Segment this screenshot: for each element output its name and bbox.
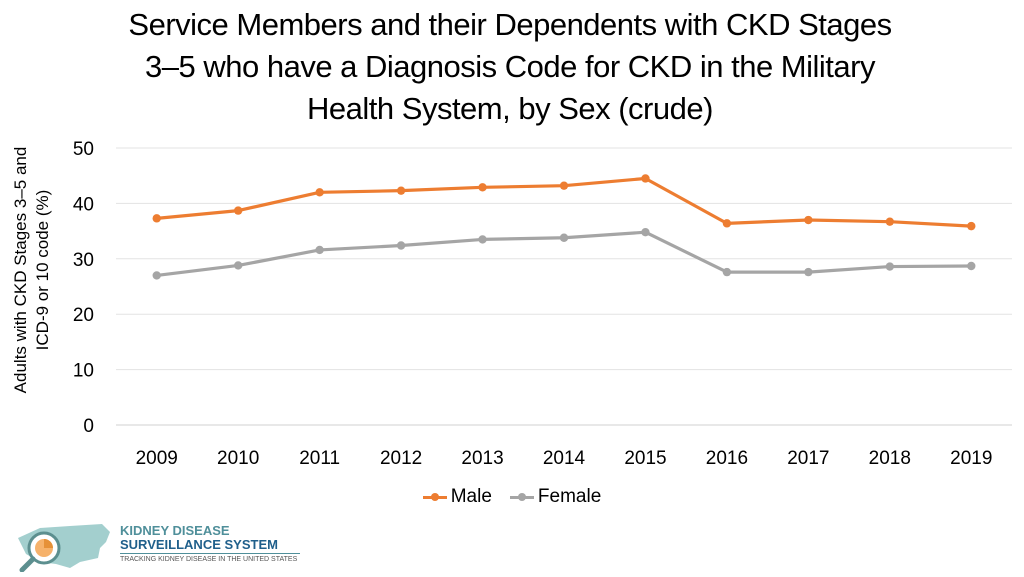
data-point-female-2011 — [315, 245, 324, 255]
data-point-female-2018 — [885, 262, 895, 271]
logo-title: KIDNEY DISEASE SURVEILLANCE SYSTEM — [120, 524, 278, 552]
line-chart: 0 10 20 30 40 50 2009 2010 2011 2012 2013 2014 2015 2… — [73, 139, 1012, 469]
legend-label-male: Male — [450, 486, 492, 507]
data-point-male-2012 — [396, 186, 406, 195]
data-point-female-2014 — [559, 233, 569, 242]
data-point-female-2017 — [804, 267, 813, 277]
x-tick-label-2012: 2012 — [380, 448, 422, 469]
data-point-male-2010 — [233, 206, 243, 215]
logo-divider — [120, 553, 300, 554]
data-point-male-2016 — [722, 219, 732, 228]
data-point-female-2015 — [641, 228, 650, 237]
y-tick-label-40: 40 — [73, 194, 94, 215]
y-tick-label-20: 20 — [73, 305, 94, 326]
x-tick-label-2014: 2014 — [543, 448, 586, 469]
y-tick-label-10: 10 — [73, 361, 94, 382]
legend-label-female: Female — [537, 486, 602, 507]
x-tick-label-2009: 2009 — [136, 448, 178, 469]
data-point-female-2013 — [478, 235, 487, 244]
data-point-male-2011 — [315, 188, 324, 197]
data-point-male-2015 — [641, 174, 650, 183]
legend-swatch-male — [422, 492, 447, 501]
logo-tagline: TRACKING KIDNEY DISEASE IN THE UNITED ST… — [120, 556, 298, 563]
data-point-male-2009 — [152, 214, 161, 223]
us-map-icon — [18, 524, 110, 573]
x-tick-label-2017: 2017 — [787, 448, 829, 469]
data-point-female-2016 — [722, 267, 732, 277]
legend-item-male: Male — [422, 486, 492, 508]
kdss-logo: KIDNEY DISEASE SURVEILLANCE SYSTEM TRACK… — [10, 518, 300, 573]
x-tick-label-2010: 2010 — [217, 448, 259, 469]
data-point-female-2009 — [152, 271, 161, 280]
chart-title-line-2: 3–5 who have a Diagnosis Code for CKD in… — [145, 49, 875, 84]
y-tick-label-0: 0 — [83, 416, 94, 437]
data-point-male-2018 — [885, 217, 895, 226]
y-tick-label-30: 30 — [73, 250, 94, 271]
x-tick-label-2018: 2018 — [869, 448, 911, 469]
data-point-male-2013 — [478, 183, 487, 192]
chart-title-line-1: Service Members and their Dependents wit… — [128, 7, 892, 42]
data-point-female-2019 — [967, 261, 976, 271]
logo-line-2: SURVEILLANCE SYSTEM — [120, 537, 278, 552]
data-point-female-2010 — [233, 261, 243, 270]
chart-title: Service Members and their Dependents wit… — [60, 4, 960, 130]
x-tick-label-2016: 2016 — [706, 448, 748, 469]
x-tick-label-2011: 2011 — [299, 448, 340, 469]
x-tick-label-2015: 2015 — [624, 448, 666, 469]
data-point-female-2012 — [396, 241, 406, 250]
legend: Male Female — [0, 486, 1024, 508]
legend-item-female: Female — [509, 486, 602, 508]
data-point-male-2019 — [967, 221, 976, 231]
legend-swatch-female — [509, 492, 534, 501]
x-tick-label-2013: 2013 — [461, 448, 503, 469]
chart-title-line-3: Health System, by Sex (crude) — [307, 91, 713, 126]
data-point-male-2017 — [804, 215, 813, 225]
y-tick-label-50: 50 — [73, 139, 94, 160]
data-point-male-2014 — [559, 181, 569, 190]
x-tick-label-2019: 2019 — [950, 448, 992, 469]
logo-line-1: KIDNEY DISEASE — [120, 523, 230, 538]
